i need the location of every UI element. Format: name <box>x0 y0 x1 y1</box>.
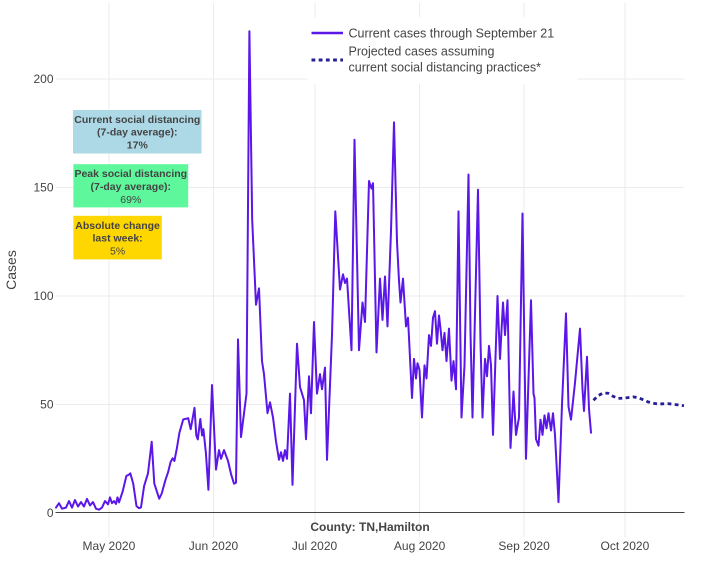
svg-text:150: 150 <box>33 181 53 195</box>
svg-text:Oct 2020: Oct 2020 <box>601 539 650 553</box>
svg-text:Current cases through Septembe: Current cases through September 21 <box>349 27 555 41</box>
svg-text:5%: 5% <box>110 246 125 258</box>
svg-text:0: 0 <box>47 506 54 520</box>
svg-text:69%: 69% <box>120 194 141 206</box>
svg-text:(7-day average):: (7-day average): <box>91 181 172 193</box>
svg-text:County: TN,Hamilton: County: TN,Hamilton <box>310 520 429 534</box>
svg-text:Peak social distancing: Peak social distancing <box>74 168 187 180</box>
svg-text:100: 100 <box>33 289 53 303</box>
svg-text:(7-day average):: (7-day average): <box>97 127 178 139</box>
svg-text:Cases: Cases <box>3 250 19 290</box>
svg-text:200: 200 <box>33 72 53 86</box>
svg-text:last week:: last week: <box>92 233 142 245</box>
svg-text:May 2020: May 2020 <box>83 539 136 553</box>
svg-text:Jul 2020: Jul 2020 <box>292 539 338 553</box>
svg-text:Aug 2020: Aug 2020 <box>394 539 446 553</box>
svg-text:Jun 2020: Jun 2020 <box>189 539 239 553</box>
svg-text:17%: 17% <box>127 139 149 151</box>
svg-text:Current social distancing: Current social distancing <box>74 114 200 126</box>
svg-text:50: 50 <box>40 398 54 412</box>
svg-text:Sep 2020: Sep 2020 <box>498 539 550 553</box>
svg-text:Projected cases assuming: Projected cases assuming <box>349 45 495 59</box>
svg-text:Absolute change: Absolute change <box>75 220 160 232</box>
svg-text:current social distancing prac: current social distancing practices* <box>349 61 542 75</box>
